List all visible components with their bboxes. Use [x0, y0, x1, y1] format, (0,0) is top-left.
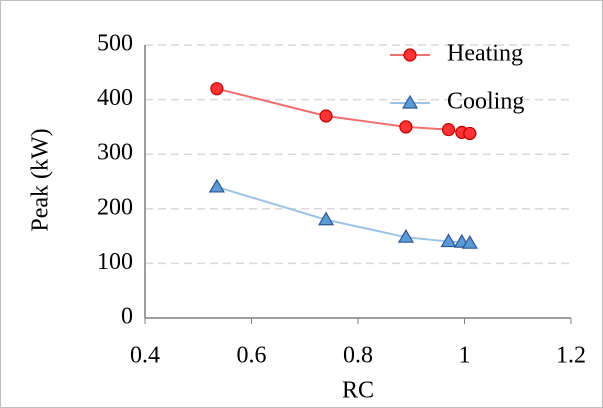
- data-point: [399, 120, 413, 134]
- y-tick-label: 500: [97, 31, 133, 57]
- data-point: [210, 82, 224, 96]
- y-tick-label: 0: [121, 304, 133, 330]
- legend-label: Heating: [447, 41, 523, 67]
- x-tick-label: 1: [459, 343, 471, 369]
- x-tick-label: 0.8: [343, 343, 373, 369]
- y-tick-label: 300: [97, 140, 133, 166]
- data-point: [397, 229, 414, 243]
- data-point: [461, 235, 478, 249]
- data-point: [208, 178, 225, 193]
- legend-label: Cooling: [447, 89, 524, 115]
- y-tick-label: 100: [97, 249, 133, 275]
- data-point: [319, 109, 333, 123]
- x-tick-label: 0.4: [130, 343, 160, 369]
- x-tick-label: 0.6: [237, 343, 267, 369]
- x-axis-label: RC: [342, 378, 374, 404]
- y-axis-label: Peak (kW): [28, 128, 54, 231]
- legend-marker: [401, 94, 419, 109]
- legend-marker: [403, 48, 417, 62]
- data-point: [440, 233, 457, 248]
- y-tick-label: 400: [97, 85, 133, 111]
- data-point: [441, 123, 456, 137]
- data-point: [318, 211, 335, 226]
- x-tick-label: 1.2: [556, 343, 586, 369]
- data-point: [463, 126, 477, 141]
- y-tick-label: 200: [97, 194, 133, 220]
